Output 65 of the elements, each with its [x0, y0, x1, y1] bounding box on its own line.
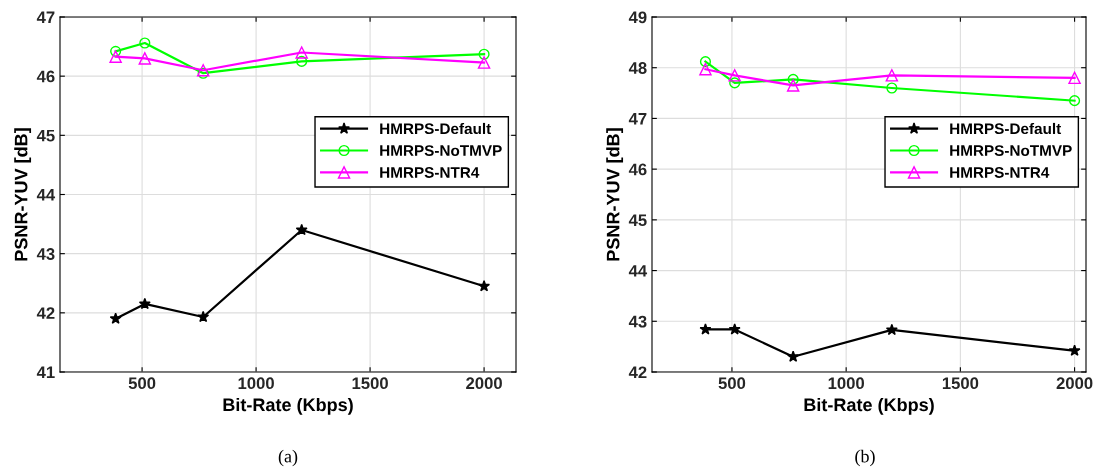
point: [728, 69, 741, 82]
x-tick-label: 2000: [1056, 377, 1093, 390]
point: [699, 323, 712, 335]
y-tick-label: 43: [36, 248, 55, 260]
point: [1068, 71, 1081, 85]
x-tick-label: 1500: [352, 377, 388, 390]
x-tick-label: 1500: [942, 377, 979, 390]
y-tick-label: 42: [36, 307, 55, 319]
point: [729, 77, 741, 89]
x-tick-label: 1000: [828, 377, 865, 390]
y-tick-label: 47: [36, 11, 55, 24]
point: [699, 56, 712, 68]
point: [296, 55, 308, 67]
point: [295, 223, 308, 236]
point: [138, 52, 152, 65]
point: [1068, 344, 1081, 356]
point: [787, 73, 799, 85]
y-tick-label: 47: [628, 113, 647, 125]
text: (b): [855, 449, 875, 467]
y-axis-title: PSNR-YUV [dB]: [606, 128, 624, 261]
point: [197, 310, 210, 323]
y-axis-title: PSNR-YUV [dB]: [14, 128, 32, 261]
point: [787, 350, 800, 362]
point: [138, 297, 151, 310]
y-tick-label: 44: [628, 265, 648, 277]
x-tick-label: 500: [718, 377, 746, 390]
legend-label: HMRPS-NoTMVP: [380, 145, 502, 156]
y-tick-label: 45: [628, 214, 647, 227]
x-tick-label: 1000: [238, 377, 274, 390]
x-axis-title: Bit-Rate (Kbps): [804, 397, 934, 415]
point: [886, 82, 898, 94]
y-tick-label: 45: [36, 129, 55, 142]
y-tick-label: 44: [36, 189, 56, 201]
point: [699, 62, 712, 76]
point: [109, 312, 122, 324]
point: [196, 63, 210, 77]
point: [478, 279, 491, 292]
x-tick-label: 2000: [466, 377, 502, 390]
legend-label: HMRPS-NTR4: [950, 167, 1050, 178]
point: [477, 56, 491, 69]
legend-label: HMRPS-Default: [950, 122, 1062, 135]
point: [1069, 95, 1081, 107]
point: [728, 323, 741, 335]
x-axis-title: Bit-Rate (Kbps): [223, 397, 353, 415]
y-tick-label: 49: [628, 11, 647, 24]
point: [885, 323, 898, 336]
legend-label: HMRPS-Default: [380, 122, 492, 135]
legend-label: HMRPS-NTR4: [380, 167, 480, 178]
point: [109, 50, 122, 63]
point: [786, 79, 800, 92]
x-tick-label: 500: [128, 377, 156, 390]
point: [885, 69, 899, 82]
text: (a): [278, 449, 298, 467]
y-tick-label: 46: [628, 163, 647, 176]
y-tick-label: 43: [628, 315, 647, 328]
point: [197, 67, 209, 79]
y-tick-label: 48: [628, 62, 647, 74]
point: [478, 48, 490, 60]
point: [139, 37, 151, 49]
y-tick-label: 41: [36, 366, 55, 379]
y-tick-label: 42: [628, 366, 647, 379]
point: [295, 46, 308, 59]
y-tick-label: 46: [36, 70, 55, 83]
legend-label: HMRPS-NoTMVP: [950, 145, 1072, 156]
point: [110, 45, 122, 57]
